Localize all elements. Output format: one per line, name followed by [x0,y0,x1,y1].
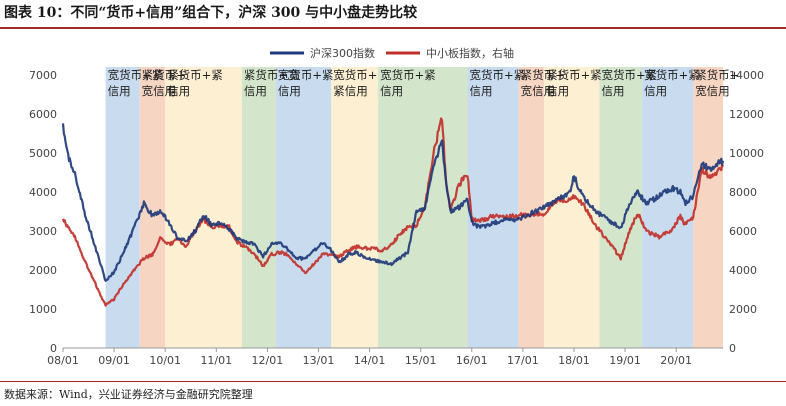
y-right-tick-label: 2000 [729,303,757,316]
regime-band-5 [275,67,332,348]
y-right-tick-label: 10000 [729,147,764,160]
regime-label: 宽货币+ [333,68,377,82]
x-tick-label: 15/01 [405,354,437,367]
regime-label: 宽货币+紧 [278,68,334,82]
regime-band-8 [467,67,519,348]
x-tick-label: 14/01 [354,354,386,367]
x-tick-label: 19/01 [609,354,641,367]
regime-label: 紧货币+宽 [244,68,300,82]
regime-label: 信用 [602,84,625,98]
x-tick-label: 17/01 [507,354,539,367]
y-right-tick-label: 0 [729,342,736,355]
regime-label: 紧货币+ [695,68,739,82]
regime-label: 宽货币+紧 [108,68,164,82]
x-tick-label: 16/01 [456,354,488,367]
y-left-tick-label: 1000 [29,303,57,316]
source-rule [0,381,786,382]
x-tick-label: 09/01 [98,354,130,367]
x-tick-label: 13/01 [303,354,335,367]
regime-band-1 [105,67,140,348]
x-tick-label: 18/01 [558,354,590,367]
regime-label: 信用 [108,84,131,98]
regime-band-12 [642,67,694,348]
source-note: 数据来源：Wind，兴业证券经济与金融研究院整理 [4,388,253,401]
regime-label: 紧货币+紧 [546,68,602,82]
regime-band-4 [241,67,276,348]
y-right-tick-label: 8000 [729,186,757,199]
regime-label: 宽信用 [521,84,556,98]
y-left-tick-label: 4000 [29,186,57,199]
regime-band-6 [331,67,379,348]
regime-label: 宽货币+紧 [470,68,526,82]
series-line-hs300 [61,123,725,282]
y-right-tick-label: 4000 [729,264,757,277]
y-right-tick-label: 12000 [729,108,764,121]
regime-label: 紧货币+ [521,68,565,82]
x-tick-label: 08/01 [47,354,79,367]
regime-label: 紧货币+ [142,68,186,82]
regime-band-11 [599,67,643,348]
y-left-tick-label: 2000 [29,264,57,277]
regime-label: 信用 [644,84,667,98]
y-left-tick-label: 0 [50,342,57,355]
regime-band-13 [693,67,723,348]
x-tick-label: 10/01 [149,354,181,367]
legend-label-hs300: 沪深300指数 [310,46,375,60]
regime-label: 信用 [546,84,569,98]
regime-label: 信用 [244,84,267,98]
title-rule [0,27,786,29]
figure-title: 图表 10：不同“货币+信用”组合下，沪深 300 与中小盘走势比较 [4,5,418,21]
regime-label: 宽货币+紧 [602,68,658,82]
regime-label: 宽信用 [142,84,177,98]
x-tick-label: 20/01 [660,354,692,367]
x-tick-label: 11/01 [200,354,232,367]
regime-label: 信用 [380,84,403,98]
y-left-tick-label: 3000 [29,225,57,238]
regime-label: 紧货币+紧 [167,68,223,82]
regime-label: 宽货币+紧 [380,68,436,82]
y-left-tick-label: 6000 [29,108,57,121]
y-left-tick-label: 7000 [29,69,57,82]
x-tick-label: 12/01 [252,354,284,367]
series-line-smb [61,117,725,307]
legend-label-smb: 中小板指数，右轴 [426,46,514,60]
regime-label: 信用 [278,84,301,98]
regime-band-3 [165,67,242,348]
regime-label: 紧信用 [333,84,368,98]
y-right-tick-label: 6000 [729,225,757,238]
y-right-tick-label: 14000 [729,69,764,82]
regime-label: 信用 [167,84,190,98]
y-left-tick-label: 5000 [29,147,57,160]
regime-label: 信用 [470,84,493,98]
regime-label: 宽货币+紧 [644,68,700,82]
regime-label: 宽信用 [695,84,730,98]
